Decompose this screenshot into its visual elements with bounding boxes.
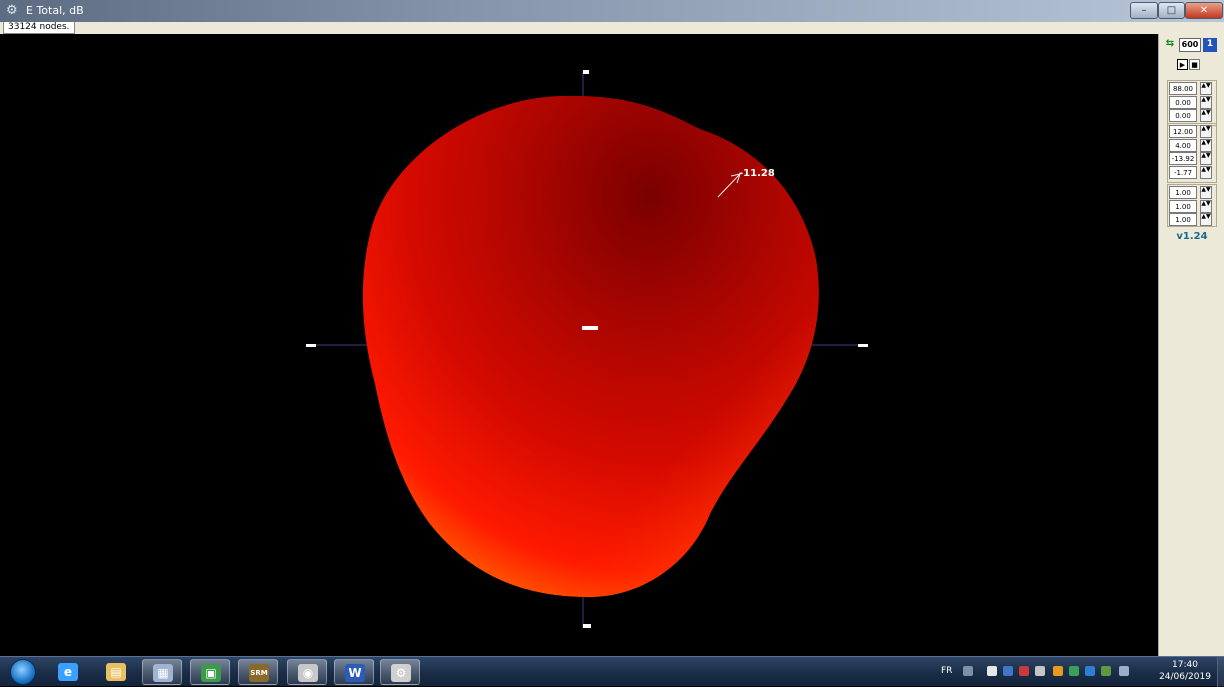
calculator-icon: ▦: [153, 664, 173, 682]
flag-icon[interactable]: [987, 666, 997, 676]
spin-row: 1.00 ▲▼: [1169, 213, 1217, 227]
marker-value-label: -11.28: [739, 168, 775, 179]
taskbar-word[interactable]: W: [334, 659, 374, 685]
settings-app-icon: ⚙: [391, 664, 411, 682]
value-field[interactable]: 12.00: [1169, 125, 1197, 138]
marker-arrowhead: [730, 173, 741, 184]
value-field[interactable]: 1.00: [1169, 199, 1197, 213]
spin-row: 12.00 ▲▼: [1169, 125, 1217, 139]
srm-app-icon: SRM: [249, 664, 269, 682]
swap-tool-button[interactable]: ⇆: [1165, 38, 1175, 49]
spin-arrows-icon[interactable]: ▲▼: [1200, 165, 1212, 179]
marker-arrow: [717, 173, 741, 198]
taskbar-calculator[interactable]: ▦: [142, 659, 182, 685]
system-tray: FR: [941, 657, 1141, 687]
title-bar: ⚙ E Total, dB – □ ✕: [0, 0, 1224, 22]
value-field[interactable]: 1.00: [1169, 186, 1197, 199]
value-field[interactable]: 88.00: [1169, 82, 1197, 95]
spin-arrows-icon[interactable]: ▲▼: [1200, 213, 1212, 226]
spin-row: 1.00 ▲▼: [1169, 199, 1217, 214]
spin-arrows-icon[interactable]: ▲▼: [1200, 138, 1212, 152]
close-button[interactable]: ✕: [1185, 2, 1223, 19]
version-label: v1.24: [1176, 231, 1208, 242]
value-field[interactable]: -1.77: [1169, 165, 1197, 179]
3d-viewport[interactable]: -11.28: [0, 34, 1158, 656]
app-tray-icon[interactable]: [1085, 666, 1095, 676]
display-icon[interactable]: [1101, 666, 1111, 676]
value-field[interactable]: -13.92: [1169, 152, 1197, 165]
keyboard-icon[interactable]: [963, 666, 973, 676]
spin-row: -13.92 ▲▼: [1169, 152, 1217, 166]
value-field[interactable]: 1.00: [1169, 213, 1197, 226]
info-tool-button[interactable]: 1: [1203, 38, 1217, 52]
minimize-button[interactable]: –: [1130, 2, 1158, 19]
window-title: E Total, dB: [26, 4, 84, 17]
spin-arrows-icon[interactable]: ▲▼: [1200, 186, 1212, 199]
spin-row: 4.00 ▲▼: [1169, 138, 1217, 153]
value-field[interactable]: 4.00: [1169, 138, 1197, 152]
spin-arrows-icon[interactable]: ▲▼: [1200, 199, 1212, 213]
axis-tick-right: [858, 344, 868, 347]
show-desktop-button[interactable]: [1217, 657, 1224, 687]
stop-button[interactable]: ■: [1189, 59, 1200, 70]
media-app-icon: ◉: [298, 664, 318, 682]
update-icon[interactable]: [1069, 666, 1079, 676]
axis-tick-bottom: [583, 624, 591, 628]
value-field[interactable]: 0.00: [1169, 109, 1197, 122]
resolution-tool-button[interactable]: 600: [1179, 38, 1201, 52]
spin-arrows-icon[interactable]: ▲▼: [1200, 152, 1212, 165]
internet-explorer-icon: e: [58, 663, 78, 681]
axis-tick-top: [583, 70, 589, 74]
security-icon[interactable]: [1053, 666, 1063, 676]
taskbar-media-app[interactable]: ◉: [287, 659, 327, 685]
volume-icon[interactable]: [1035, 666, 1045, 676]
taskbar: e ▤ ▦ ▣ SRM ◉ W ⚙ FR 17:40 24/06/2019: [0, 656, 1224, 687]
control-panel: ⇆ 600 1 ▶ ■ 88.00 ▲▼ 0.00 ▲▼ 0.00 ▲▼ 12.00 ▲▼ 4.…: [1158, 34, 1224, 656]
value-field[interactable]: 0.00: [1169, 95, 1197, 109]
play-button[interactable]: ▶: [1177, 59, 1188, 70]
taskbar-internet-explorer[interactable]: e: [48, 659, 88, 685]
spin-row: 88.00 ▲▼: [1169, 82, 1217, 96]
taskbar-srm-app[interactable]: SRM: [238, 659, 278, 685]
spin-arrows-icon[interactable]: ▲▼: [1200, 109, 1212, 122]
clock-date: 24/06/2019: [1159, 672, 1211, 682]
spin-row: 0.00 ▲▼: [1169, 109, 1217, 123]
spin-arrows-icon[interactable]: ▲▼: [1200, 95, 1212, 109]
radiation-pattern-canvas[interactable]: -11.28: [0, 34, 1158, 656]
offset-group: [1167, 123, 1217, 183]
surface-highlight: [362, 95, 819, 598]
spin-row: -1.77 ▲▼: [1169, 165, 1217, 180]
word-icon: W: [345, 664, 365, 682]
taskbar-file-explorer[interactable]: ▤: [96, 659, 136, 685]
clock-time: 17:40: [1172, 660, 1198, 670]
maximize-button[interactable]: □: [1158, 2, 1185, 19]
clock[interactable]: 17:40 24/06/2019: [1150, 660, 1220, 683]
start-button[interactable]: [10, 659, 36, 685]
status-bar: 33124 nodes.: [0, 22, 1224, 34]
origin-marker: [582, 326, 598, 330]
keyboard-layout-icon[interactable]: [1119, 666, 1129, 676]
taskbar-image-viewer[interactable]: ▣: [190, 659, 230, 685]
node-count-label: 33124 nodes.: [3, 22, 75, 34]
spin-row: 1.00 ▲▼: [1169, 186, 1217, 200]
image-viewer-icon: ▣: [201, 664, 221, 682]
taskbar-settings-app[interactable]: ⚙: [380, 659, 420, 685]
spin-arrows-icon[interactable]: ▲▼: [1200, 125, 1212, 138]
file-explorer-icon: ▤: [106, 663, 126, 681]
scale-group: [1167, 184, 1217, 227]
app-gear-icon[interactable]: ⚙: [6, 3, 18, 18]
tools-icon[interactable]: [1019, 666, 1029, 676]
spin-arrows-icon[interactable]: ▲▼: [1200, 82, 1212, 95]
axis-tick-left: [306, 344, 316, 347]
network-icon[interactable]: [1003, 666, 1013, 676]
spin-row: 0.00 ▲▼: [1169, 95, 1217, 110]
language-indicator[interactable]: FR: [941, 666, 953, 676]
